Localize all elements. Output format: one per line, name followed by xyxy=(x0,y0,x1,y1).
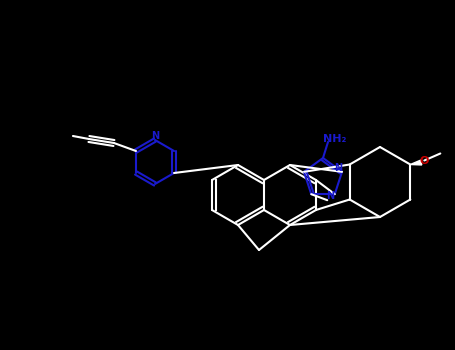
Text: N: N xyxy=(151,131,159,141)
Text: NH₂: NH₂ xyxy=(324,134,347,144)
Text: O: O xyxy=(420,155,429,166)
Polygon shape xyxy=(410,160,422,165)
Text: N: N xyxy=(326,191,334,201)
Text: N: N xyxy=(334,163,342,173)
